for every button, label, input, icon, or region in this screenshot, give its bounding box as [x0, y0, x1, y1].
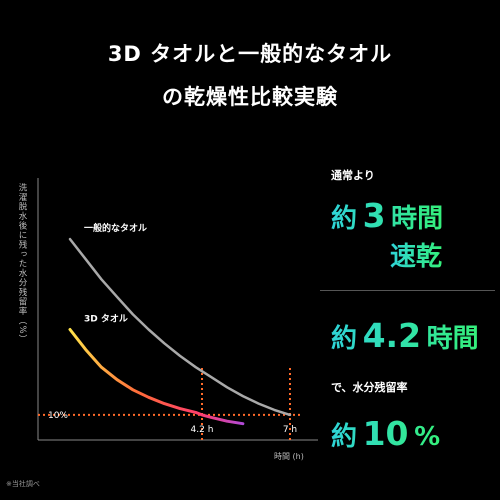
value-10: 10 — [362, 414, 409, 453]
panel-label-residual: で、水分残留率 — [331, 381, 408, 394]
series-line-1 — [68, 328, 245, 426]
title-line-1: 3D タオルと一般的なタオル — [107, 42, 393, 66]
value-3: 3 — [362, 196, 386, 235]
x-tick-label-1: 7 h — [283, 425, 297, 435]
series-label-1: 3D タオル — [84, 313, 128, 325]
y-axis-label: 洗濯脱水後に残った水分残留率（%） — [17, 183, 27, 345]
divider-1 — [320, 290, 495, 291]
panel-3h-row: 約 3 時間 — [331, 196, 443, 235]
footnote: ※当社調べ — [6, 480, 40, 488]
x-axis-label: 時間 (h) — [274, 452, 304, 461]
approx-text: 約 — [331, 204, 358, 234]
x-tick-label-0: 4.2 h — [191, 425, 214, 435]
panel-4-2h-row: 約 4.2 時間 — [331, 316, 479, 355]
series-label-0: 一般的なタオル — [84, 222, 147, 234]
y-tick-label-0: 10% — [48, 411, 68, 421]
unit-hours: 時間 — [391, 204, 444, 234]
title-line-2: の乾燥性比較実験 — [162, 85, 338, 109]
panel-10-row: 約 10 % — [331, 414, 440, 453]
quick-dry-text: 速乾 — [390, 236, 442, 273]
value-4-2: 4.2 — [362, 316, 422, 355]
approx-text-2: 約 — [331, 324, 358, 354]
panel-label-normal: 通常より — [331, 169, 375, 182]
approx-text-3: 約 — [331, 422, 358, 452]
unit-percent: % — [414, 422, 441, 452]
unit-hours-2: 時間 — [426, 324, 479, 354]
series-line-0 — [68, 237, 292, 417]
